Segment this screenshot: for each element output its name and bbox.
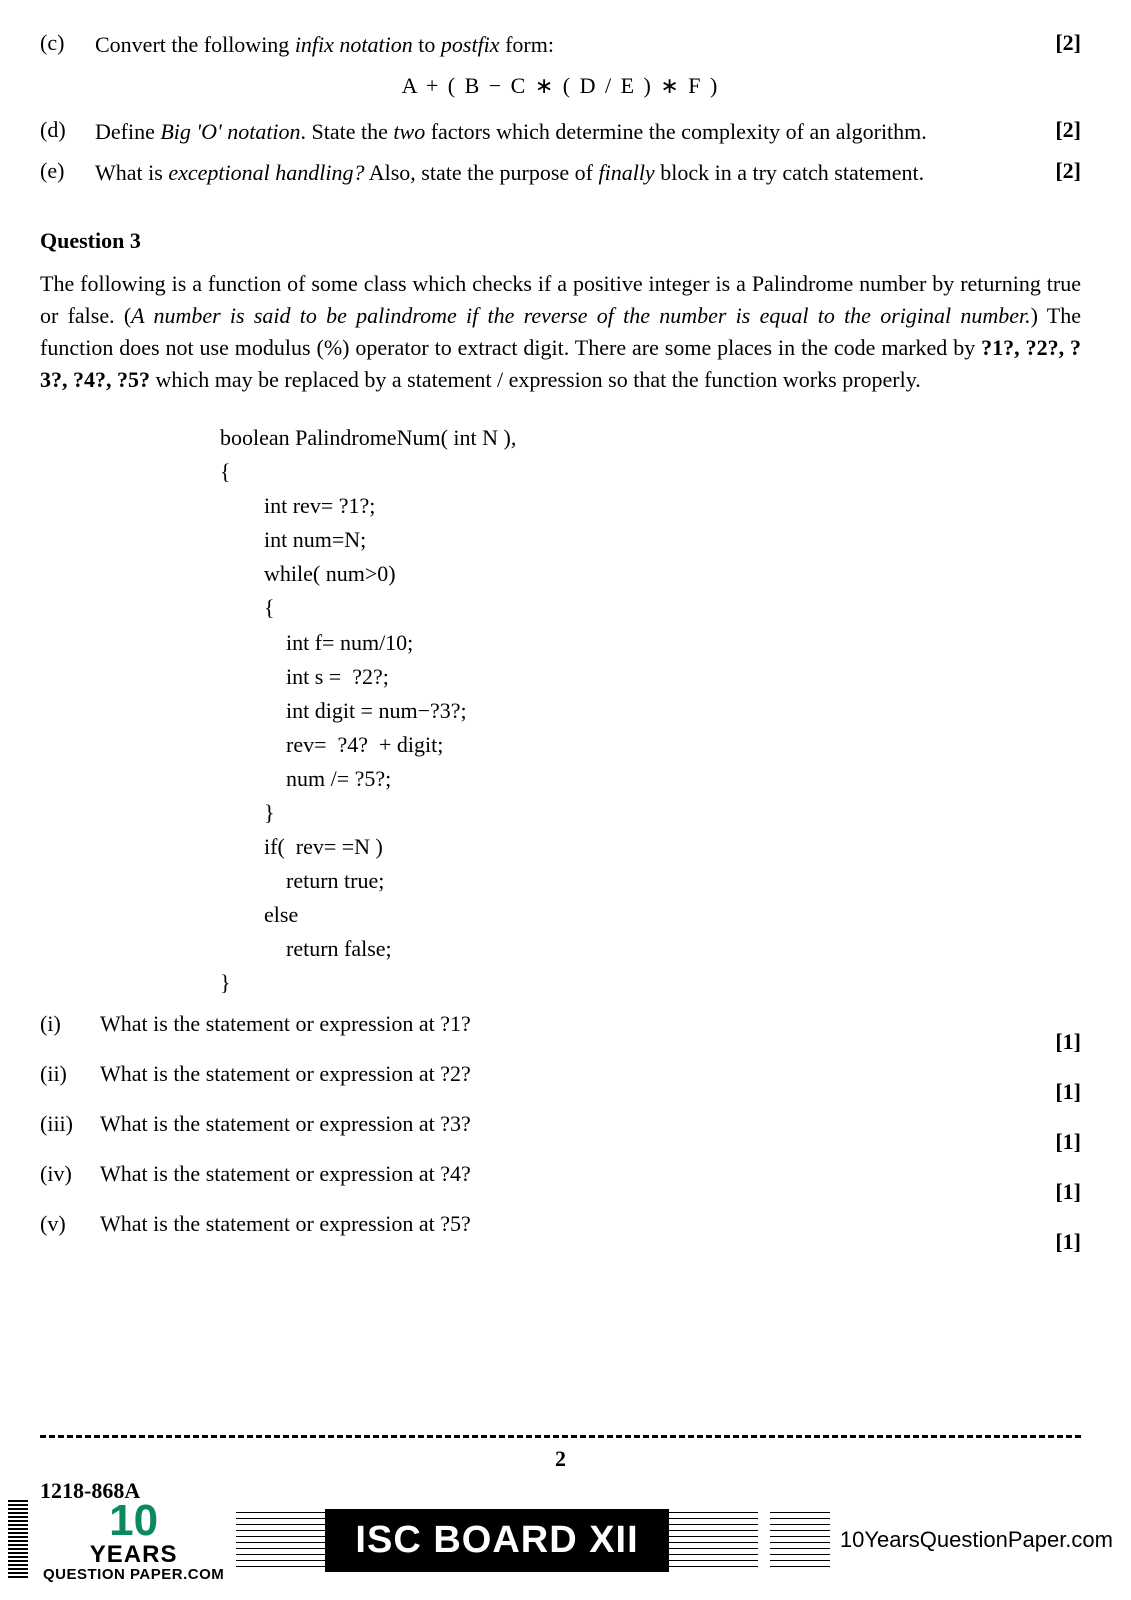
italic-text: Big 'O' notation [160,119,300,144]
sub-marks: [1] [1021,1061,1081,1105]
sub-marks: [1] [1021,1011,1081,1055]
question-paragraph: The following is a function of some clas… [40,268,1081,396]
code-listing: boolean PalindromeNum( int N ), { int re… [220,421,1081,1001]
italic-text: infix notation [295,32,413,57]
sub-body: What is the statement or expression at ?… [100,1111,1021,1137]
sub-label: (iii) [40,1111,100,1137]
subpart-iv: (iv) What is the statement or expression… [40,1161,1081,1205]
italic-text: finally [598,160,654,185]
subpart-v: (v) What is the statement or expression … [40,1211,1081,1255]
italic-text: postfix [441,32,500,57]
text: which may be replaced by a statement / e… [150,367,921,392]
line-decoration: ISC BOARD XII [236,1512,758,1568]
text: Also, state the purpose of [364,160,598,185]
logo-block: 10 YEARS QUESTION PAPER.COM [43,1499,224,1582]
part-e-row: (e) What is exceptional handling? Also, … [40,158,1081,189]
text: Define [95,119,160,144]
sub-body: What is the statement or expression at ?… [100,1011,1021,1037]
italic-text: two [393,119,425,144]
text: factors which determine the complexity o… [425,119,927,144]
page-number: 2 [40,1446,1081,1472]
sub-label: (iv) [40,1161,100,1187]
exam-page: (c) Convert the following infix notation… [0,0,1131,1504]
divider-dashed [40,1435,1081,1438]
logo-years: YEARS [43,1543,224,1567]
text: block in a try catch statement. [655,160,924,185]
infix-expression: A + ( B − C ∗ ( D / E ) ∗ F ) [40,73,1081,99]
sub-marks: [1] [1021,1111,1081,1155]
text: . State the [301,119,394,144]
part-label: (c) [40,30,95,56]
site-url: 10YearsQuestionPaper.com [840,1527,1113,1553]
part-body: What is exceptional handling? Also, stat… [95,158,1021,189]
subpart-i: (i) What is the statement or expression … [40,1011,1081,1055]
barcode-icon [8,1500,28,1580]
sub-body: What is the statement or expression at ?… [100,1061,1021,1087]
italic-text: exceptional handling? [168,160,364,185]
part-label: (e) [40,158,95,184]
text: Convert the following [95,32,295,57]
marks: [2] [1021,117,1081,143]
part-d-row: (d) Define Big 'O' notation. State the t… [40,117,1081,148]
sub-body: What is the statement or expression at ?… [100,1161,1021,1187]
line-decoration-right [770,1512,830,1568]
sub-label: (i) [40,1011,100,1037]
part-c-row: (c) Convert the following infix notation… [40,30,1081,61]
sub-body: What is the statement or expression at ?… [100,1211,1021,1237]
text: to [413,32,441,57]
text: form: [500,32,554,57]
part-body: Define Big 'O' notation. State the two f… [95,117,1021,148]
sub-label: (ii) [40,1061,100,1087]
subpart-ii: (ii) What is the statement or expression… [40,1061,1081,1105]
logo-number: 10 [43,1499,224,1543]
sub-marks: [1] [1021,1161,1081,1205]
sub-marks: [1] [1021,1211,1081,1255]
sub-label: (v) [40,1211,100,1237]
marks: [2] [1021,158,1081,184]
part-body: Convert the following infix notation to … [95,30,1021,61]
subpart-iii: (iii) What is the statement or expressio… [40,1111,1081,1155]
part-label: (d) [40,117,95,143]
italic-text: A number is said to be palindrome if the… [131,303,1030,328]
text: What is [95,160,168,185]
logo-tagline: QUESTION PAPER.COM [43,1567,224,1582]
marks: [2] [1021,30,1081,56]
board-badge: ISC BOARD XII [325,1509,668,1572]
question-heading: Question 3 [40,228,1081,254]
footer-banner: 10 YEARS QUESTION PAPER.COM ISC BOARD XI… [0,1480,1131,1600]
